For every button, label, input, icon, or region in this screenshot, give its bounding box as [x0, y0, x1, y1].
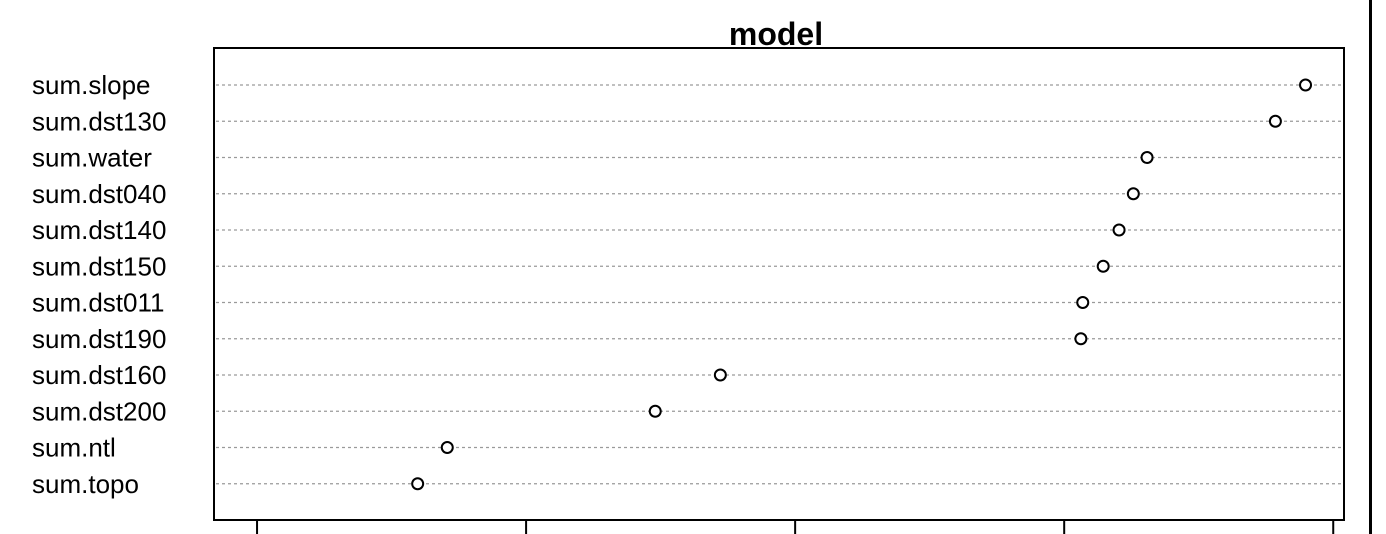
chart-title: model: [729, 16, 823, 52]
data-point: [713, 368, 727, 382]
category-label: sum.dst130: [32, 106, 166, 136]
plot-frame: [213, 47, 1345, 521]
grid-lines: [216, 84, 1342, 485]
category-label: sum.dst040: [32, 179, 166, 209]
data-point: [1112, 223, 1126, 237]
data-point: [440, 441, 454, 454]
category-label: sum.dst140: [32, 215, 166, 245]
category-label: sum.dst190: [32, 324, 166, 354]
category-label: sum.water: [32, 143, 152, 173]
data-point: [1074, 332, 1088, 346]
window-edge-line: [1369, 0, 1372, 534]
data-point: [1268, 114, 1282, 128]
category-label: sum.dst150: [32, 251, 166, 281]
data-point: [1076, 296, 1090, 309]
data-point: [1126, 187, 1140, 201]
category-labels: sum.slope sum.dst130 sum.water sum.dst040 su…: [32, 70, 166, 499]
data-point: [648, 404, 662, 418]
category-label: sum.dst011: [32, 288, 164, 318]
category-label: sum.topo: [32, 469, 139, 499]
window-edge: [1368, 0, 1386, 534]
data-points: [411, 78, 1313, 491]
data-point: [1096, 259, 1110, 273]
data-point: [1299, 78, 1313, 92]
category-label: sum.dst160: [32, 360, 166, 390]
x-axis-ticks: [256, 520, 1335, 534]
category-label: sum.slope: [32, 70, 151, 100]
data-point: [411, 477, 425, 491]
category-label: sum.ntl: [32, 433, 116, 463]
data-point: [1140, 151, 1154, 164]
category-label: sum.dst200: [32, 396, 166, 426]
